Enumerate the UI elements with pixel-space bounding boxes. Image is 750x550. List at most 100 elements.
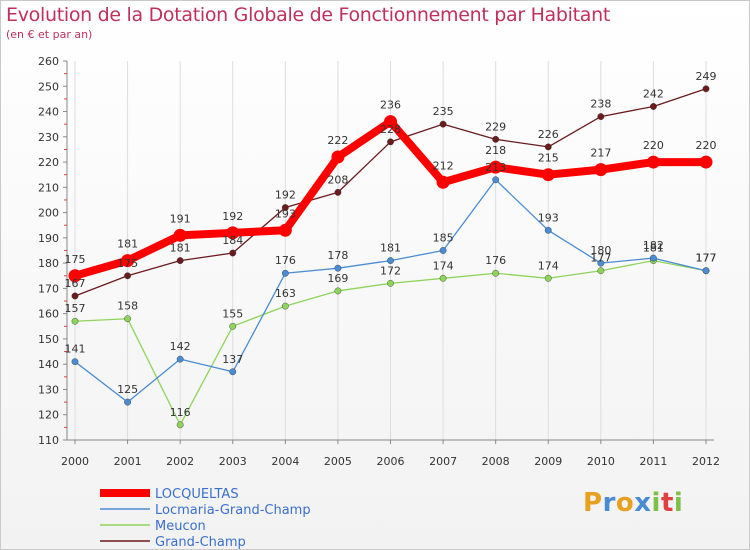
data-label-grand-champ: 181 <box>170 242 191 255</box>
data-point-meucon <box>597 267 605 275</box>
data-label-locmaria-grand-champ: 213 <box>485 161 506 174</box>
data-point-grand-champ <box>124 272 131 280</box>
data-point-grand-champ <box>702 85 710 93</box>
logo-letter: r <box>602 488 616 518</box>
data-point-locqueltas <box>331 150 345 164</box>
data-point-locqueltas <box>699 155 713 169</box>
data-point-locmaria-grand-champ <box>597 259 605 267</box>
data-point-meucon <box>176 421 184 429</box>
data-point-grand-champ <box>597 113 605 120</box>
logo-letter: x <box>634 488 652 518</box>
chart-subtitle: (en € et par an) <box>6 28 93 41</box>
x-tick-label: 2006 <box>377 455 405 468</box>
y-tick-label: 250 <box>38 80 59 93</box>
data-label-locmaria-grand-champ: 181 <box>380 242 401 255</box>
data-label-grand-champ: 175 <box>117 257 138 270</box>
data-point-grand-champ <box>176 257 184 265</box>
y-tick-label: 240 <box>38 106 59 119</box>
data-label-locqueltas: 181 <box>117 238 138 251</box>
data-point-locmaria-grand-champ <box>544 226 552 234</box>
x-tick-label: 2012 <box>692 455 720 468</box>
data-point-grand-champ <box>650 103 657 110</box>
data-label-grand-champ: 249 <box>696 70 717 83</box>
y-tick-label: 110 <box>38 434 59 447</box>
x-tick-label: 2008 <box>482 455 510 468</box>
data-point-meucon <box>281 302 289 310</box>
x-tick-label: 2003 <box>219 455 247 468</box>
data-label-locqueltas: 236 <box>380 99 401 112</box>
x-tick-label: 2002 <box>166 455 194 468</box>
logo-letter: o <box>615 488 635 518</box>
logo-letter: P <box>583 488 603 518</box>
data-label-meucon: 163 <box>275 287 296 300</box>
data-label-meucon: 174 <box>538 259 559 272</box>
data-point-locqueltas <box>121 254 135 268</box>
data-label-grand-champ: 229 <box>485 120 506 133</box>
logo-letter: i <box>673 488 684 518</box>
legend-label-locqueltas: LOCQUELTAS <box>155 487 239 502</box>
y-tick-label: 170 <box>38 282 59 295</box>
data-point-grand-champ <box>387 138 394 146</box>
data-point-locmaria-grand-champ <box>176 355 184 363</box>
data-label-grand-champ: 192 <box>275 189 296 202</box>
data-label-grand-champ: 226 <box>538 128 559 141</box>
data-label-locqueltas: 218 <box>485 144 506 157</box>
data-label-locmaria-grand-champ: 137 <box>222 353 243 366</box>
data-point-grand-champ <box>439 120 447 128</box>
data-point-meucon <box>544 274 552 282</box>
legend: LOCQUELTASLocmaria-Grand-ChampMeuconGran… <box>100 487 311 550</box>
data-point-locmaria-grand-champ <box>229 368 237 376</box>
data-label-locqueltas: 192 <box>222 210 243 223</box>
y-tick-label: 150 <box>38 333 59 346</box>
data-point-locmaria-grand-champ <box>650 254 657 262</box>
data-point-locqueltas <box>384 115 397 129</box>
data-label-locqueltas: 222 <box>327 134 348 147</box>
data-label-locqueltas: 215 <box>538 152 559 165</box>
x-tick-label: 2004 <box>271 455 299 468</box>
data-point-meucon <box>387 279 394 287</box>
data-label-locmaria-grand-champ: 141 <box>65 343 86 356</box>
x-tick-label: 2005 <box>324 455 352 468</box>
data-label-grand-champ: 228 <box>380 123 401 136</box>
y-tick-label: 140 <box>38 358 59 371</box>
data-point-meucon <box>334 287 342 295</box>
data-point-meucon <box>439 274 447 282</box>
data-point-locmaria-grand-champ <box>124 398 131 406</box>
series-layer <box>68 85 713 429</box>
data-label-locqueltas: 220 <box>643 139 664 152</box>
data-point-locqueltas <box>68 269 82 283</box>
y-tick-label: 180 <box>38 257 59 270</box>
data-point-meucon <box>229 322 237 330</box>
legend-label-meucon: Meucon <box>155 519 206 534</box>
x-tick-label: 2011 <box>639 455 667 468</box>
data-label-meucon: 181 <box>643 242 664 255</box>
data-label-locqueltas: 175 <box>65 253 86 266</box>
data-point-locqueltas <box>541 168 555 182</box>
data-point-locmaria-grand-champ <box>702 267 710 275</box>
data-label-locmaria-grand-champ: 125 <box>117 383 138 396</box>
data-label-grand-champ: 208 <box>327 173 348 186</box>
y-tick-label: 160 <box>38 308 59 321</box>
data-label-meucon: 116 <box>170 406 191 419</box>
data-label-meucon: 172 <box>380 264 401 277</box>
y-tick-label: 260 <box>38 55 59 68</box>
data-label-locmaria-grand-champ: 180 <box>590 244 611 257</box>
data-label-locmaria-grand-champ: 193 <box>538 211 559 224</box>
data-label-grand-champ: 242 <box>643 87 664 100</box>
x-tick-label: 2009 <box>534 455 562 468</box>
data-point-grand-champ <box>492 135 500 143</box>
data-label-locqueltas: 220 <box>696 139 717 152</box>
data-point-locmaria-grand-champ <box>492 176 500 184</box>
data-label-meucon: 169 <box>327 272 348 285</box>
data-point-locqueltas <box>226 226 240 240</box>
y-tick-label: 200 <box>38 207 59 220</box>
data-label-meucon: 174 <box>433 259 454 272</box>
data-point-meucon <box>124 315 131 323</box>
x-tick-label: 2000 <box>61 455 89 468</box>
legend-label-locmaria-grand-champ: Locmaria-Grand-Champ <box>155 503 311 518</box>
y-tick-label: 190 <box>38 232 59 245</box>
data-label-locmaria-grand-champ: 177 <box>696 252 717 265</box>
data-label-locmaria-grand-champ: 176 <box>275 254 296 267</box>
data-point-locqueltas <box>436 175 450 189</box>
